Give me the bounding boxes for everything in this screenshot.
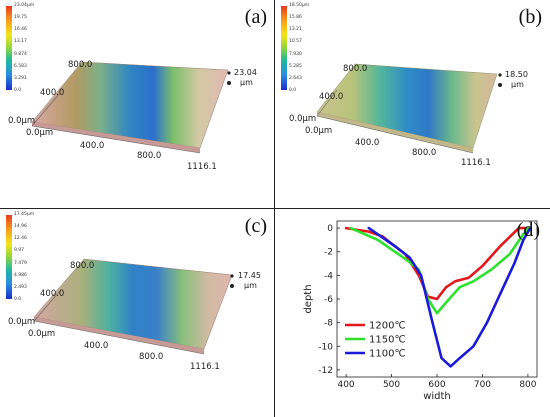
legend-entry: 1150℃ [369, 335, 406, 346]
colorbar-tick: 13.21 [289, 27, 302, 33]
y-tick-label: -2 [324, 248, 333, 258]
colorbar-tick: 18.50μm [289, 3, 310, 8]
y-tick-label: -8 [324, 319, 333, 329]
z-unit: μm [511, 80, 524, 89]
colorbar-tick: 0.0 [14, 296, 22, 302]
z-max-value: 17.45 [238, 271, 261, 280]
x-tick-label: 500 [383, 380, 400, 390]
colorbar-tick: 2.493 [14, 284, 27, 290]
series-lines [344, 226, 532, 368]
colorbar-tick: 17.45μm [14, 212, 35, 217]
colorbar [6, 215, 12, 299]
y-axis-tick: 800.0 [68, 60, 93, 70]
x-axis-tick: 800.0 [137, 151, 162, 161]
colorbar-tick: 2.643 [289, 75, 302, 81]
z-max-value: 23.04 [234, 68, 257, 77]
y-axis-tick: 400.0 [319, 92, 344, 102]
x-tick-label: 400 [337, 380, 354, 390]
y-tick-label: -6 [324, 295, 333, 305]
y-axis-tick: 800.0 [343, 64, 368, 74]
colorbar-tick: 7.930 [289, 51, 302, 57]
x-axis-end: 1116.1 [461, 158, 491, 168]
x-axis-label: width [423, 391, 451, 402]
y-axis-origin: 0.0μm [8, 116, 36, 126]
panel-a: 23.04μm 19.75 16.46 13.17 9.874 6.583 3.… [0, 0, 275, 208]
panel-label: (a) [244, 6, 267, 28]
x-axis-origin: 0.0μm [305, 126, 333, 136]
y-axis-tick: 800.0 [70, 261, 95, 271]
colorbar-tick: 12.46 [14, 236, 27, 242]
panel-b: 18.50μm 15.86 13.21 10.57 7.930 5.285 2.… [275, 0, 550, 208]
colorbar-tick: 0.0 [289, 87, 297, 93]
chart-axes: 400 500 600 700 800 0 -2 -4 -6 -8 -10 -12 width depth [303, 220, 538, 402]
colorbar-tick: 7.479 [14, 260, 27, 266]
x-axis-origin: 0.0μm [28, 329, 56, 339]
y-tick-label: -10 [318, 342, 333, 352]
y-axis-origin: 0.0μm [8, 317, 36, 327]
x-axis-end: 1116.1 [190, 362, 220, 372]
y-axis-label: depth [303, 284, 314, 313]
colorbar-ticks: 23.04μm 19.75 16.46 13.17 9.874 6.583 3.… [14, 3, 34, 93]
panel-label: (b) [518, 6, 542, 28]
series-line-2 [349, 226, 530, 315]
y-tick-label: -12 [318, 366, 333, 376]
colorbar-ticks: 18.50μm 15.86 13.21 10.57 7.930 5.285 2.… [289, 3, 309, 93]
colorbar-tick: 10.57 [289, 39, 302, 45]
z-unit: μm [244, 281, 257, 290]
y-tick-label: -4 [324, 271, 333, 281]
colorbar-tick: 9.874 [14, 51, 27, 57]
panel-c: 17.45μm 14.96 12.46 9.97 7.479 4.986 2.4… [0, 209, 275, 417]
surface-plot [31, 61, 231, 154]
x-axis-tick: 800.0 [412, 148, 437, 158]
colorbar-tick: 19.75 [14, 15, 27, 21]
colorbar-tick: 14.96 [14, 224, 27, 230]
x-axis-tick: 400.0 [80, 141, 105, 151]
x-axis-end: 1116.1 [187, 162, 217, 172]
depth-profile-chart: 400 500 600 700 800 0 -2 -4 -6 -8 -10 -12 width depth… [303, 220, 538, 402]
colorbar-tick: 0.0 [14, 87, 22, 93]
legend-entry: 1100℃ [369, 349, 406, 360]
x-tick-label: 800 [519, 380, 536, 390]
colorbar-tick: 5.285 [289, 63, 302, 69]
legend: 1200℃ 1150℃ 1100℃ [345, 321, 406, 360]
colorbar [281, 6, 287, 90]
y-axis-tick: 400.0 [40, 88, 65, 98]
x-tick-label: 700 [474, 380, 491, 390]
x-axis-origin: 0.0μm [26, 128, 54, 138]
colorbar-tick: 4.986 [14, 272, 27, 278]
surface-plot [316, 63, 502, 154]
colorbar-tick: 23.04μm [14, 3, 35, 8]
colorbar-tick: 3.291 [14, 75, 27, 81]
panel-label: (d) [516, 219, 540, 241]
horizontal-divider [0, 208, 550, 209]
colorbar-tick: 6.583 [14, 63, 27, 69]
x-tick-label: 600 [428, 380, 445, 390]
x-axis-tick: 400.0 [355, 138, 380, 148]
colorbar-tick: 16.46 [14, 27, 27, 33]
z-unit: μm [240, 78, 253, 87]
colorbar [6, 6, 12, 90]
panel-d: 400 500 600 700 800 0 -2 -4 -6 -8 -10 -12 width depth… [275, 209, 550, 417]
colorbar-ticks: 17.45μm 14.96 12.46 9.97 7.479 4.986 2.4… [14, 212, 34, 302]
y-axis-origin: 0.0μm [289, 114, 317, 124]
x-axis-tick: 800.0 [139, 352, 164, 362]
legend-entry: 1200℃ [369, 321, 406, 332]
colorbar-tick: 15.86 [289, 15, 302, 21]
x-axis-tick: 400.0 [84, 341, 109, 351]
y-axis-tick: 400.0 [40, 289, 65, 299]
series-line-3 [367, 226, 532, 368]
z-max-value: 18.50 [505, 70, 528, 79]
panel-label: (c) [244, 215, 267, 237]
y-tick-label: 0 [327, 224, 333, 234]
colorbar-tick: 13.17 [14, 39, 27, 45]
surface-plot [33, 258, 234, 355]
colorbar-tick: 9.97 [14, 248, 25, 254]
